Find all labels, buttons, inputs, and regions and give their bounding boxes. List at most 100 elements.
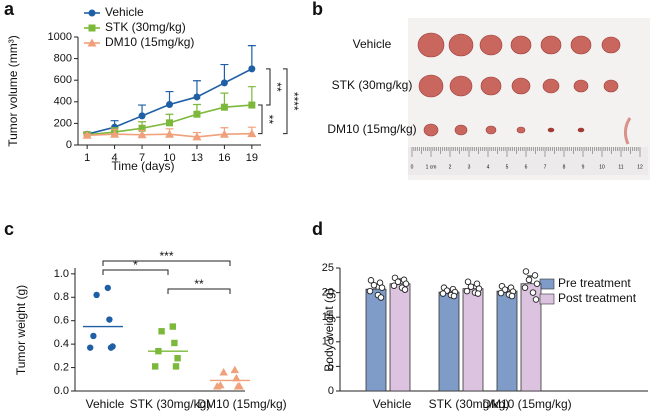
bar <box>496 290 518 392</box>
marker <box>166 119 173 127</box>
data-point <box>377 294 385 301</box>
marker <box>171 339 178 347</box>
ruler-label: 6 <box>525 164 528 170</box>
marker <box>233 382 243 390</box>
tumor <box>623 117 632 145</box>
ruler-label: 7 <box>544 164 547 170</box>
marker <box>247 129 257 138</box>
marker <box>104 284 112 292</box>
marker <box>158 328 165 335</box>
tumor <box>479 34 503 56</box>
data-point <box>450 292 458 300</box>
ruler-label: 3 <box>468 164 471 170</box>
x-tick-label: 4 <box>112 152 118 164</box>
tumor <box>547 127 555 133</box>
data-point <box>464 278 472 286</box>
marker <box>172 363 180 370</box>
tumor <box>418 74 444 98</box>
legend-swatch <box>539 278 555 290</box>
x-tick-label: DM10 (15mg/kg) <box>482 397 571 411</box>
significance-label: **** <box>287 92 301 111</box>
significance-bracket <box>258 104 263 135</box>
panel-label: d <box>312 219 323 239</box>
tumor <box>423 123 439 137</box>
significance-label: *** <box>159 249 173 263</box>
legend-label: Vehicle <box>105 5 144 19</box>
row-label: Vehicle <box>353 37 392 51</box>
y-tick-label: 0.0 <box>54 385 69 397</box>
ruler-label: 9 <box>582 164 585 170</box>
significance-label: ** <box>194 277 204 291</box>
marker <box>213 382 222 390</box>
x-tick-label: DM10 (15mg/kg) <box>197 397 286 411</box>
x-tick-label: 16 <box>218 152 230 164</box>
ruler <box>408 147 648 175</box>
tumor <box>601 36 621 54</box>
y-tick-label: 0.8 <box>54 291 69 303</box>
data-point <box>467 283 475 290</box>
bar <box>365 288 387 392</box>
significance-label: ** <box>262 115 276 125</box>
x-tick-label: Vehicle <box>86 397 125 411</box>
panel-label: a <box>4 0 15 19</box>
y-tick-label: 800 <box>54 53 72 65</box>
significance-bracket <box>102 269 169 275</box>
panel-label: b <box>312 0 323 19</box>
row-label: STK (30mg/kg) <box>332 78 413 92</box>
marker <box>138 124 146 132</box>
data-point <box>367 277 375 284</box>
tumor <box>540 35 562 55</box>
marker <box>137 130 147 139</box>
y-axis-label: Body weight (g) <box>322 288 336 371</box>
tumor <box>448 33 474 57</box>
marker <box>248 101 256 109</box>
data-point <box>474 290 482 297</box>
tumor <box>454 124 468 136</box>
ruler-label: 0 <box>411 164 414 170</box>
marker <box>106 316 113 323</box>
legend-label: STK (30mg/kg) <box>105 20 186 34</box>
tumor <box>480 76 502 96</box>
x-axis-label: Time (days) <box>112 159 175 173</box>
y-tick-label: 0.4 <box>54 338 69 350</box>
y-tick-label: 400 <box>54 96 72 108</box>
marker <box>87 38 97 47</box>
y-tick-label: 5 <box>328 360 334 372</box>
data-point <box>439 290 447 297</box>
data-point <box>533 280 541 287</box>
tumor <box>511 77 531 95</box>
legend-swatch <box>539 293 555 305</box>
x-tick-label: 1 <box>84 152 90 164</box>
data-point <box>521 284 529 291</box>
marker <box>138 112 146 120</box>
data-point <box>366 287 374 295</box>
bar <box>438 291 460 392</box>
significance-bracket <box>266 68 271 106</box>
data-point <box>390 282 398 289</box>
data-point <box>501 286 509 293</box>
data-point <box>401 286 409 293</box>
y-tick-label: 0 <box>66 139 72 151</box>
data-point <box>522 268 530 275</box>
data-point <box>508 292 516 300</box>
y-tick-label: 600 <box>54 74 72 86</box>
tumor <box>417 32 445 58</box>
marker <box>219 129 229 138</box>
x-tick-label: STK (30mg/kg) <box>130 397 211 411</box>
y-axis-label: Tumor volume (mm³) <box>6 35 20 147</box>
significance-bracket <box>283 68 288 135</box>
ruler-label: 11 <box>618 164 623 170</box>
tumor <box>510 35 532 55</box>
significance-bracket <box>167 288 231 294</box>
x-tick-label: 19 <box>246 152 258 164</box>
marker <box>93 291 100 299</box>
bar <box>462 288 484 392</box>
tumor <box>577 127 585 133</box>
marker <box>169 323 176 330</box>
marker <box>174 355 181 362</box>
marker <box>90 332 97 340</box>
y-tick-label: 20 <box>322 287 334 299</box>
ruler-label: 8 <box>563 164 566 170</box>
data-point <box>463 287 471 295</box>
x-tick-label: 7 <box>139 152 145 164</box>
